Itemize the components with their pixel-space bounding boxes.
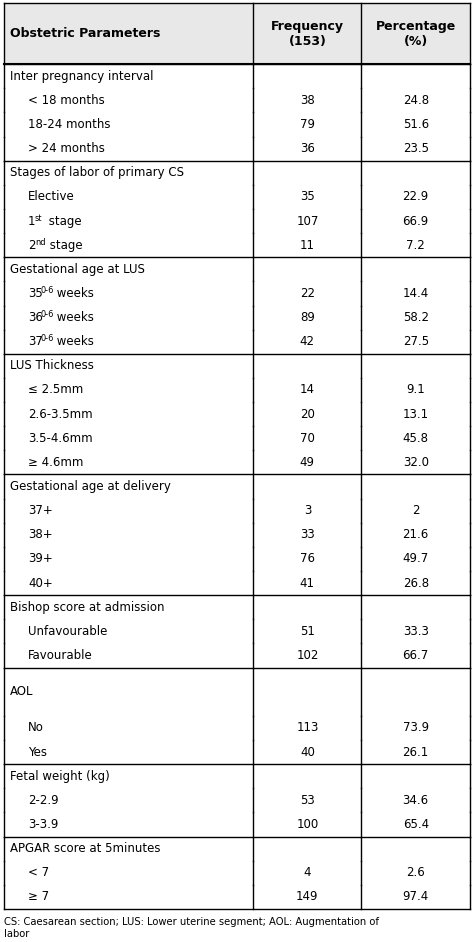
Text: 26.1: 26.1 [402, 745, 429, 758]
Text: < 7: < 7 [28, 867, 49, 879]
Text: 14.4: 14.4 [402, 287, 429, 300]
Text: nd: nd [35, 237, 46, 247]
Text: 58.2: 58.2 [403, 311, 428, 324]
Text: 4: 4 [304, 867, 311, 879]
Text: ≥ 4.6mm: ≥ 4.6mm [28, 456, 83, 469]
Text: 14: 14 [300, 383, 315, 397]
Text: 20: 20 [300, 408, 315, 421]
Text: 0-6: 0-6 [41, 334, 55, 343]
Text: 2.6: 2.6 [406, 867, 425, 879]
Text: 102: 102 [296, 649, 319, 662]
Text: Stages of labor of primary CS: Stages of labor of primary CS [10, 166, 184, 179]
Text: 22.9: 22.9 [402, 190, 429, 203]
Text: 37+: 37+ [28, 504, 53, 517]
Text: 1: 1 [28, 215, 36, 228]
Text: weeks: weeks [53, 335, 94, 349]
Text: 53: 53 [300, 794, 315, 807]
Text: 33: 33 [300, 528, 315, 542]
Text: 97.4: 97.4 [402, 890, 429, 903]
Text: Gestational age at delivery: Gestational age at delivery [10, 480, 171, 493]
Text: 2: 2 [412, 504, 419, 517]
Text: weeks: weeks [53, 287, 94, 300]
Text: 32.0: 32.0 [403, 456, 428, 469]
Text: Unfavourable: Unfavourable [28, 625, 108, 638]
Text: 40: 40 [300, 745, 315, 758]
Text: stage: stage [45, 215, 82, 228]
Text: 34.6: 34.6 [402, 794, 429, 807]
Text: 113: 113 [296, 722, 319, 735]
Text: 65.4: 65.4 [402, 818, 429, 831]
Text: 24.8: 24.8 [402, 94, 429, 106]
Text: st: st [35, 214, 43, 222]
Text: ≥ 7: ≥ 7 [28, 890, 49, 903]
Text: 49.7: 49.7 [402, 552, 429, 565]
Text: 36: 36 [300, 142, 315, 155]
Text: Bishop score at admission: Bishop score at admission [10, 601, 164, 614]
Text: 70: 70 [300, 431, 315, 445]
Text: Inter pregnancy interval: Inter pregnancy interval [10, 70, 154, 83]
Text: APGAR score at 5minutes: APGAR score at 5minutes [10, 842, 161, 855]
Text: 49: 49 [300, 456, 315, 469]
Text: 73.9: 73.9 [402, 722, 429, 735]
Text: 51: 51 [300, 625, 315, 638]
Text: 38+: 38+ [28, 528, 53, 542]
Text: No: No [28, 722, 44, 735]
Text: 13.1: 13.1 [402, 408, 429, 421]
Text: 35: 35 [300, 190, 315, 203]
Text: 89: 89 [300, 311, 315, 324]
Text: 21.6: 21.6 [402, 528, 429, 542]
Text: < 18 months: < 18 months [28, 94, 105, 106]
Text: 39+: 39+ [28, 552, 53, 565]
Text: 76: 76 [300, 552, 315, 565]
Text: 27.5: 27.5 [402, 335, 429, 349]
Text: 22: 22 [300, 287, 315, 300]
Text: 2: 2 [28, 238, 36, 252]
Text: 41: 41 [300, 577, 315, 590]
Text: 51.6: 51.6 [402, 118, 429, 131]
Text: Yes: Yes [28, 745, 47, 758]
Text: 26.8: 26.8 [402, 577, 429, 590]
Text: Fetal weight (kg): Fetal weight (kg) [10, 770, 110, 783]
Text: LUS Thickness: LUS Thickness [10, 359, 94, 372]
Text: 3: 3 [304, 504, 311, 517]
Text: 36: 36 [28, 311, 43, 324]
Text: 2-2.9: 2-2.9 [28, 794, 59, 807]
Text: 149: 149 [296, 890, 319, 903]
Text: 23.5: 23.5 [403, 142, 428, 155]
Text: 11: 11 [300, 238, 315, 252]
Text: 100: 100 [296, 818, 319, 831]
Text: 38: 38 [300, 94, 315, 106]
Text: 66.7: 66.7 [402, 649, 429, 662]
Text: CS: Caesarean section; LUS: Lower uterine segment; AOL: Augmentation of
labor: CS: Caesarean section; LUS: Lower uterin… [4, 917, 379, 938]
Text: Gestational age at LUS: Gestational age at LUS [10, 263, 145, 276]
Text: AOL: AOL [10, 685, 34, 698]
Text: 45.8: 45.8 [403, 431, 428, 445]
Text: 18-24 months: 18-24 months [28, 118, 110, 131]
Text: 79: 79 [300, 118, 315, 131]
Text: 107: 107 [296, 215, 319, 228]
Text: 3-3.9: 3-3.9 [28, 818, 58, 831]
Text: weeks: weeks [53, 311, 94, 324]
Text: 7.2: 7.2 [406, 238, 425, 252]
Text: 33.3: 33.3 [403, 625, 428, 638]
Text: 40+: 40+ [28, 577, 53, 590]
Text: stage: stage [46, 238, 82, 252]
Text: 2.6-3.5mm: 2.6-3.5mm [28, 408, 92, 421]
Bar [4, 3, 470, 64]
Text: Percentage
(%): Percentage (%) [375, 20, 456, 47]
Text: 35: 35 [28, 287, 43, 300]
Text: Favourable: Favourable [28, 649, 93, 662]
Text: Obstetric Parameters: Obstetric Parameters [10, 27, 160, 41]
Text: 66.9: 66.9 [402, 215, 429, 228]
Text: 3.5-4.6mm: 3.5-4.6mm [28, 431, 92, 445]
Text: 0-6: 0-6 [41, 286, 55, 295]
Text: 0-6: 0-6 [41, 310, 55, 319]
Text: Frequency
(153): Frequency (153) [271, 20, 344, 47]
Text: 9.1: 9.1 [406, 383, 425, 397]
Text: ≤ 2.5mm: ≤ 2.5mm [28, 383, 83, 397]
Text: Elective: Elective [28, 190, 75, 203]
Text: 42: 42 [300, 335, 315, 349]
Text: > 24 months: > 24 months [28, 142, 105, 155]
Text: 37: 37 [28, 335, 43, 349]
